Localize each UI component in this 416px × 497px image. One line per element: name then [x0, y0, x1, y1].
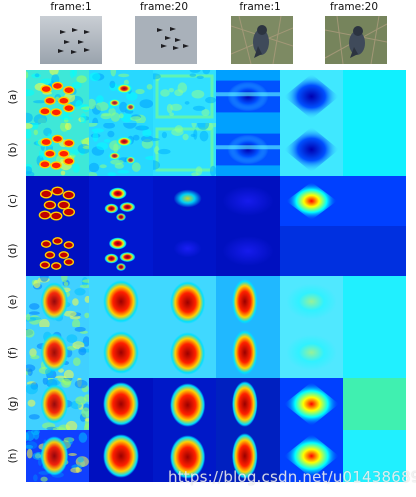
row-label: (e) — [2, 276, 24, 327]
heatmap-cell — [216, 378, 280, 430]
heatmap-cell — [280, 430, 343, 482]
heatmap-cell — [216, 327, 280, 378]
row-label-text: (a) — [7, 89, 19, 104]
heatmap-cell — [89, 430, 153, 482]
row-label: (a) — [2, 70, 24, 123]
heatmap-cell — [343, 123, 406, 176]
heatmap-cell — [280, 276, 343, 327]
row-label: (h) — [2, 430, 24, 482]
row-label: (b) — [2, 123, 24, 176]
row-label-text: (g) — [7, 396, 19, 412]
heatmap-cell — [26, 276, 89, 327]
thumbnail-bird-frame-20 — [325, 16, 387, 64]
column-header-3: frame:1 — [239, 1, 281, 13]
row-label: (d) — [2, 226, 24, 276]
column-header-4: frame:20 — [329, 1, 379, 13]
heatmap-cell — [216, 226, 280, 276]
heatmap-cell — [280, 176, 343, 226]
thumbnail-planes-frame-1 — [40, 16, 102, 64]
heatmap-cell — [26, 226, 89, 276]
heatmap-cell — [153, 176, 216, 226]
row-label-text: (b) — [7, 142, 19, 157]
row-label: (c) — [2, 176, 24, 226]
heatmap-cell — [89, 176, 153, 226]
column-header-1: frame:1 — [50, 1, 92, 13]
heatmap-cell — [89, 378, 153, 430]
heatmap-cell — [216, 70, 280, 123]
heatmap-cell — [216, 430, 280, 482]
row-label: (f) — [2, 327, 24, 378]
heatmap-cell — [280, 70, 343, 123]
heatmap-cell — [216, 276, 280, 327]
heatmap-cell — [343, 226, 406, 276]
heatmap-cell — [89, 123, 153, 176]
column-header-2: frame:20 — [139, 1, 189, 13]
watermark: https://blog.csdn.net/u014386899 — [168, 468, 416, 486]
heatmap-cell — [216, 176, 280, 226]
heatmap-cell — [280, 226, 343, 276]
heatmap-cell — [343, 70, 406, 123]
heatmap-cell — [153, 123, 216, 176]
heatmap-cell — [89, 70, 153, 123]
thumbnail-planes-frame-20 — [135, 16, 197, 64]
row-label-text: (h) — [7, 448, 19, 464]
heatmap-cell — [153, 430, 216, 482]
heatmap-cell — [343, 327, 406, 378]
heatmap-cell — [153, 70, 216, 123]
heatmap-cell — [216, 123, 280, 176]
row-label-text: (d) — [7, 243, 19, 259]
heatmap-cell — [343, 378, 406, 430]
heatmap-cell — [26, 70, 89, 123]
heatmap-cell — [280, 327, 343, 378]
heatmap-cell — [343, 176, 406, 226]
heatmap-cell — [153, 378, 216, 430]
heatmap-cell — [89, 276, 153, 327]
thumbnail-bird-frame-1 — [231, 16, 293, 64]
heatmap-cell — [89, 226, 153, 276]
heatmap-cell — [26, 327, 89, 378]
heatmap-cell — [280, 378, 343, 430]
heatmap-cell — [343, 276, 406, 327]
heatmap-cell — [343, 430, 406, 482]
heatmap-cell — [153, 276, 216, 327]
heatmap-cell — [153, 327, 216, 378]
heatmap-cell — [26, 123, 89, 176]
row-label-text: (f) — [7, 346, 19, 359]
heatmap-cell — [153, 226, 216, 276]
heatmap-cell — [26, 430, 89, 482]
heatmap-cell — [26, 378, 89, 430]
row-label-text: (c) — [7, 194, 19, 208]
heatmap-cell — [89, 327, 153, 378]
heatmap-cell — [26, 176, 89, 226]
heatmap-cell — [280, 123, 343, 176]
row-label-text: (e) — [7, 294, 19, 309]
row-label: (g) — [2, 378, 24, 430]
